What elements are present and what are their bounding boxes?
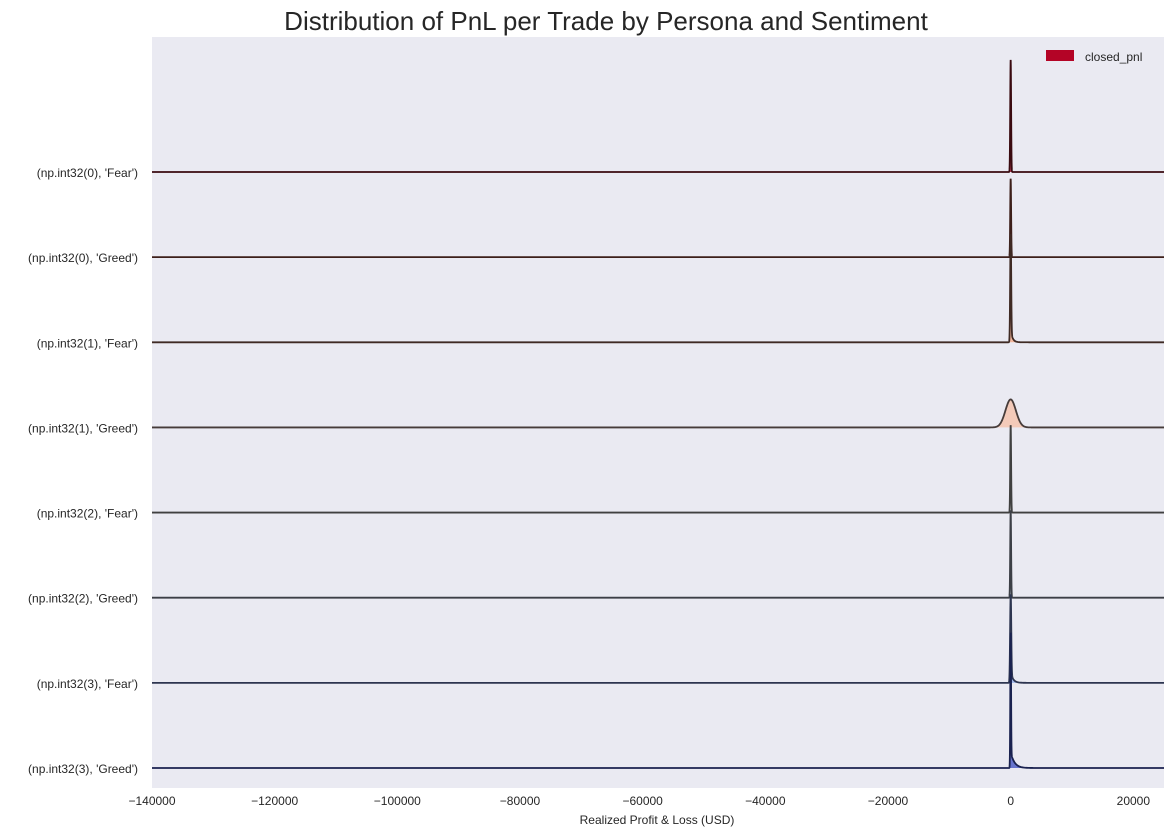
ridge-line — [152, 632, 1164, 769]
y-tick-label: (np.int32(3), 'Fear') — [37, 677, 138, 691]
ridge — [152, 425, 1164, 514]
x-tick-label: 0 — [1007, 794, 1014, 808]
x-tick-label: −120000 — [251, 794, 298, 808]
x-tick-label: −100000 — [374, 794, 421, 808]
y-tick-label: (np.int32(0), 'Fear') — [37, 166, 138, 180]
legend: closed_pnl — [1046, 50, 1142, 64]
ridges-group — [152, 59, 1164, 769]
ridge-line — [152, 59, 1164, 173]
y-tick-label: (np.int32(1), 'Fear') — [37, 336, 138, 350]
ridge-line — [152, 510, 1164, 599]
y-tick-labels: (np.int32(0), 'Fear') (np.int32(0), 'Gree… — [28, 166, 138, 776]
x-tick-labels: −140000 −120000 −100000 −80000 −60000 −40000 −… — [128, 794, 1150, 808]
x-tick-label: −40000 — [745, 794, 786, 808]
ridge — [152, 59, 1164, 173]
ridge — [152, 510, 1164, 599]
x-tick-label: 20000 — [1117, 794, 1151, 808]
ridge — [152, 233, 1164, 344]
x-tick-label: −60000 — [622, 794, 663, 808]
x-tick-label: −80000 — [500, 794, 541, 808]
legend-label: closed_pnl — [1085, 50, 1142, 64]
legend-swatch — [1046, 50, 1074, 61]
ridge-line — [152, 398, 1164, 429]
y-tick-label: (np.int32(0), 'Greed') — [28, 251, 138, 265]
y-tick-label: (np.int32(2), 'Greed') — [28, 592, 138, 606]
y-tick-label: (np.int32(3), 'Greed') — [28, 762, 138, 776]
ridge — [152, 398, 1164, 429]
y-tick-label: (np.int32(1), 'Greed') — [28, 421, 138, 435]
x-axis-label: Realized Profit & Loss (USD) — [580, 813, 735, 827]
x-tick-label: −20000 — [868, 794, 909, 808]
ridge-line — [152, 233, 1164, 344]
chart-title: Distribution of PnL per Trade by Persona… — [284, 6, 928, 36]
ridge — [152, 632, 1164, 769]
plot-background — [152, 37, 1164, 788]
ridge-line — [152, 425, 1164, 514]
x-tick-label: −140000 — [128, 794, 175, 808]
y-tick-label: (np.int32(2), 'Fear') — [37, 507, 138, 521]
